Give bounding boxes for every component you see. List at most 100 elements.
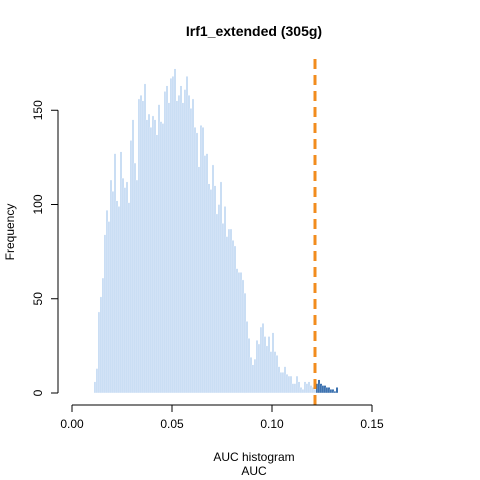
histogram-bar: [299, 387, 303, 394]
histogram-bar: [241, 279, 245, 394]
histogram-bar: [301, 389, 305, 394]
histogram-bar: [321, 385, 325, 394]
histogram-bar: [119, 151, 123, 394]
histogram-bar: [167, 102, 171, 394]
histogram-bar: [169, 77, 173, 394]
histogram-bar: [237, 272, 241, 394]
y-tick-label: 100: [31, 194, 45, 214]
histogram-bar: [199, 125, 203, 394]
histogram-bar: [335, 387, 339, 394]
histogram-bar: [155, 134, 159, 394]
histogram-bar: [183, 89, 187, 394]
histogram-bar: [275, 355, 279, 394]
histogram-bar: [159, 121, 163, 394]
histogram-bar: [229, 228, 233, 394]
histogram-bar: [323, 385, 327, 394]
histogram-bar: [269, 351, 273, 394]
histogram-bar: [233, 245, 237, 394]
histogram-bar: [319, 383, 323, 394]
histogram-bar: [263, 336, 267, 394]
histogram-bar: [223, 206, 227, 394]
histogram-bar: [173, 68, 177, 394]
histogram-bar: [165, 85, 169, 394]
y-axis: 0 50 100 150: [31, 100, 59, 396]
histogram-bar: [219, 181, 223, 394]
x-tick-label: 0.05: [160, 417, 184, 431]
histogram-bar: [285, 373, 289, 394]
histogram-bar: [247, 338, 251, 394]
histogram-bar: [329, 389, 333, 394]
histogram-bar: [203, 155, 207, 394]
histogram-bar: [255, 340, 259, 394]
histogram-bar: [289, 375, 293, 394]
histogram-bar: [257, 343, 261, 394]
histogram-bar: [179, 85, 183, 394]
histogram-bar: [175, 100, 179, 394]
y-tick-label: 50: [31, 292, 45, 306]
x-axis-subtitle: AUC histogram: [213, 450, 294, 464]
histogram-bars: [93, 68, 339, 394]
histogram-bar: [209, 189, 213, 394]
histogram-bar: [205, 153, 209, 394]
x-tick-label: 0.15: [360, 417, 384, 431]
histogram-bar: [101, 277, 105, 394]
histogram-bar: [325, 387, 329, 394]
histogram-bar: [195, 132, 199, 394]
histogram-bar: [251, 364, 255, 394]
histogram-bar: [153, 119, 157, 394]
histogram-bar: [177, 94, 181, 394]
histogram-bar: [143, 83, 147, 394]
histogram-bar: [253, 358, 257, 394]
histogram-bar: [113, 153, 117, 394]
histogram-bar: [99, 296, 103, 394]
histogram-bar: [249, 356, 253, 394]
y-tick-label: 150: [31, 100, 45, 120]
histogram-bar: [191, 98, 195, 394]
histogram-bar: [215, 213, 219, 394]
histogram-bar: [141, 100, 145, 394]
x-axis: 0.00 0.05 0.10 0.15: [60, 404, 384, 431]
histogram-bar: [331, 389, 335, 394]
histogram-bar: [97, 311, 101, 394]
histogram-bar: [117, 206, 121, 394]
histogram-bar: [211, 164, 215, 394]
histogram-bar: [287, 375, 291, 394]
histogram-bar: [261, 323, 265, 394]
histogram-bar: [213, 185, 217, 394]
histogram-bar: [291, 383, 295, 394]
histogram-bar: [327, 387, 331, 394]
histogram-bar: [313, 389, 317, 394]
histogram-bar: [145, 119, 149, 394]
chart-title: Irf1_extended (305g): [186, 23, 322, 39]
histogram-bar: [305, 383, 309, 394]
histogram-bar: [243, 292, 247, 394]
histogram-bar: [231, 240, 235, 394]
histogram-bar: [107, 221, 111, 394]
histogram-bar: [197, 166, 201, 394]
histogram-bar: [123, 187, 127, 394]
histogram-bar: [95, 368, 99, 394]
histogram-bar: [273, 351, 277, 394]
histogram-bar: [115, 200, 119, 394]
histogram-bar: [147, 113, 151, 394]
histogram-bar: [293, 383, 297, 394]
histogram-bar: [133, 162, 137, 394]
histogram-bar: [139, 94, 143, 394]
histogram-bar: [171, 76, 175, 394]
y-tick-label: 0: [31, 389, 45, 396]
histogram-bar: [187, 94, 191, 394]
histogram-bar: [295, 375, 299, 394]
histogram-bar: [245, 321, 249, 394]
histogram-bar: [149, 127, 153, 394]
histogram-bar: [161, 123, 165, 394]
histogram-bar: [265, 345, 269, 394]
x-tick-label: 0.00: [60, 417, 84, 431]
x-axis-label: AUC: [241, 464, 267, 478]
y-axis-label: Frequency: [3, 204, 17, 261]
histogram-bar: [221, 223, 225, 394]
histogram-bar: [235, 268, 239, 394]
histogram-bar: [309, 385, 313, 394]
histogram-bar: [207, 183, 211, 394]
histogram-bar: [111, 191, 115, 394]
